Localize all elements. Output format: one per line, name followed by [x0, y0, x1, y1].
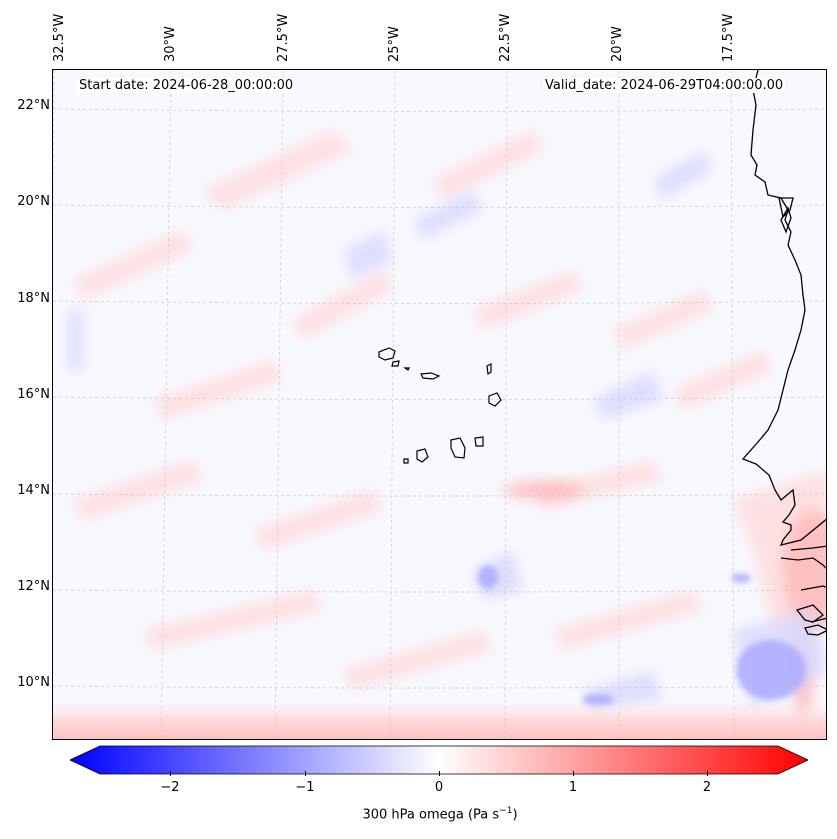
- island-santo-antao: [378, 347, 396, 361]
- lat-label-16n: 16°N: [17, 387, 50, 402]
- cb-tickmark-2: [707, 771, 708, 776]
- cb-tickmark-neg2: [170, 771, 171, 776]
- african-coastline: [741, 70, 826, 636]
- cb-tickmark-1: [573, 771, 574, 776]
- lon-label-25w: 25°W: [387, 26, 402, 62]
- lon-label-17.5w: 17.5°W: [721, 13, 736, 62]
- omega-field: [53, 70, 826, 739]
- cape-verde-islands: [378, 347, 502, 464]
- cb-tick-neg2: −2: [160, 780, 180, 795]
- island-santiago: [450, 437, 466, 459]
- cb-tick-0: 0: [434, 780, 444, 795]
- colorbar-label: 300 hPa omega (Pa s−1): [0, 806, 837, 822]
- island-boa-vista: [488, 392, 502, 407]
- island-sal: [486, 363, 492, 376]
- cb-tick-2: 2: [702, 780, 712, 795]
- island-brava: [403, 458, 409, 464]
- lat-label-14n: 14°N: [17, 483, 50, 498]
- lat-label-12n: 12°N: [17, 579, 50, 594]
- start-date-label: Start date: 2024-06-28_00:00:00: [77, 78, 296, 93]
- cb-tickmark-neg1: [305, 771, 306, 776]
- island-sao-vicente: [391, 360, 400, 367]
- cb-tick-1: 1: [568, 780, 578, 795]
- lon-label-32.5w: 32.5°W: [52, 13, 67, 62]
- island-maio: [474, 436, 484, 447]
- island-sao-nicolau: [420, 372, 441, 380]
- colorbar-bar: [69, 745, 809, 775]
- island-santa-luzia: [403, 367, 410, 371]
- bottom-positive-band: [53, 700, 826, 739]
- lon-label-30w: 30°W: [163, 26, 178, 62]
- cb-tick-neg1: −1: [295, 780, 315, 795]
- graticule: [53, 70, 826, 739]
- colorbar-label-suffix: ): [512, 807, 518, 823]
- lon-label-22.5w: 22.5°W: [498, 13, 513, 62]
- colorbar-label-prefix: 300 hPa omega (Pa s: [362, 807, 500, 823]
- colorbar-label-sup: −1: [499, 806, 513, 816]
- lon-label-20w: 20°W: [610, 26, 625, 62]
- cb-tickmark-0: [439, 771, 440, 776]
- map-panel[interactable]: Start date: 2024-06-28_00:00:00 Valid_da…: [52, 69, 827, 740]
- coastline-detail: [778, 197, 794, 219]
- lat-label-10n: 10°N: [17, 675, 50, 690]
- lat-label-22n: 22°N: [17, 98, 50, 113]
- valid-date-label: Valid_date: 2024-06-29T04:00:00.00: [543, 78, 786, 93]
- lon-label-27.5w: 27.5°W: [276, 13, 291, 62]
- lat-label-18n: 18°N: [17, 291, 50, 306]
- lat-label-20n: 20°N: [17, 194, 50, 209]
- island-fogo: [416, 448, 429, 463]
